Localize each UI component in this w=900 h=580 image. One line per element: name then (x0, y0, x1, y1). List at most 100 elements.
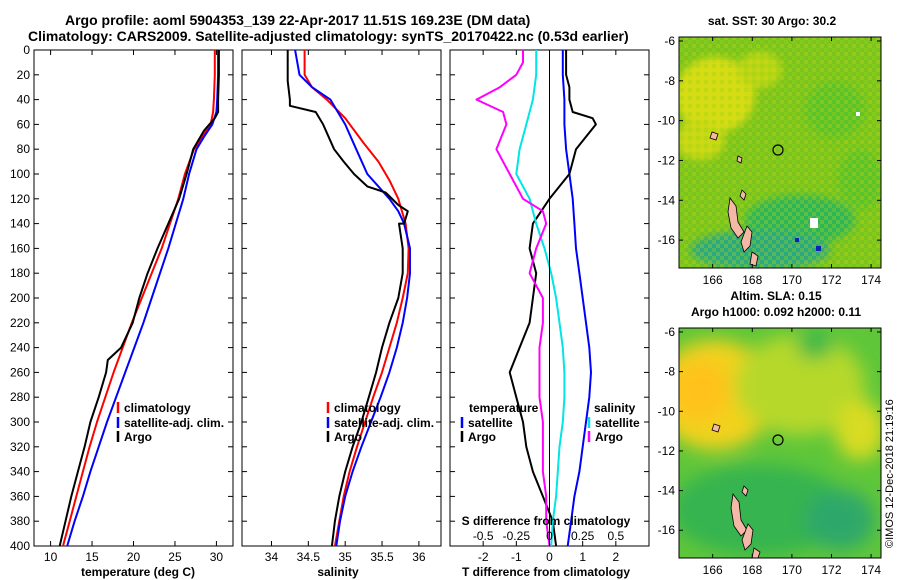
lon-tick-label: 168 (742, 273, 762, 287)
y-tick-label: 180 (10, 266, 30, 280)
lon-tick-label: 172 (821, 273, 841, 287)
sla-longitude-axis: 166 168 170 172 174 (703, 328, 881, 577)
x-tick-label: 25 (168, 550, 182, 564)
sla-heatmap (679, 328, 881, 558)
sst-map-title: sat. SST: 30 Argo: 30.2 (708, 14, 837, 28)
y-tick-label: 100 (10, 167, 30, 181)
legend-satellite: satellite-adj. clim. (334, 416, 434, 430)
y-tick-label: 380 (10, 514, 30, 528)
x-tick-label: 20 (127, 550, 141, 564)
lon-tick-label: 166 (703, 273, 723, 287)
legend-climatology: climatology (124, 401, 191, 415)
series-argo (58, 50, 220, 547)
legend-argo: Argo (124, 430, 152, 444)
y-tick-label: 340 (10, 465, 30, 479)
depth-axis: 0 20 40 60 80 100 120 140 160 180 200 220 240 260 280 3… (10, 43, 233, 553)
y-tick-label: 200 (10, 291, 30, 305)
series-climatology (303, 50, 410, 547)
y-tick-label: 220 (10, 316, 30, 330)
salinity-series (286, 49, 411, 547)
sla-map-title-line1: Altim. SLA: 0.15 (730, 289, 822, 303)
sst-map-frame (678, 36, 882, 269)
y-tick-label: 260 (10, 365, 30, 379)
x-tick-label: 10 (44, 550, 58, 564)
y-tick-label: 320 (10, 440, 30, 454)
series-salinity-argo (475, 50, 551, 547)
legend-climatology: climatology (334, 401, 401, 415)
difference-panel: -2 -1 0 1 2 -0.5 -0.25 0 0.25 0.5 S difference f… (449, 49, 650, 579)
lat-tick-label: -14 (658, 484, 676, 498)
lon-tick-label: 170 (782, 563, 802, 577)
y-tick-label: 20 (17, 68, 31, 82)
y-tick-label: 300 (10, 415, 30, 429)
y-tick-label: 140 (10, 217, 30, 231)
lon-tick-label: 172 (821, 563, 841, 577)
lon-tick-label: 166 (703, 563, 723, 577)
lon-tick-label: 168 (742, 563, 762, 577)
legend-salinity-title: salinity (594, 401, 636, 415)
y-tick-label: 360 (10, 489, 30, 503)
difference-legend: temperature satellite Argo salinity sate… (460, 401, 640, 444)
x-tick-label: 35.5 (370, 550, 394, 564)
legend-t-argo: Argo (468, 430, 496, 444)
y-tick-label: 40 (17, 93, 31, 107)
temperature-x-axis: 10 15 20 25 30 (44, 50, 223, 564)
sst-heatmap (679, 37, 881, 268)
salinity-legend: climatology satellite-adj. clim. Argo (326, 401, 434, 444)
salinity-x-axis: 34 34.5 35 35.5 36 (265, 50, 426, 564)
s-diff-tick-label: 0 (546, 529, 553, 543)
series-satellite-adj-clim- (294, 49, 411, 547)
temperature-xlabel: temperature (deg C) (81, 565, 195, 579)
temperature-axes-frame (33, 49, 234, 547)
sst-longitude-axis: 166 168 170 172 174 (703, 37, 881, 287)
x-tick-label: 1 (579, 550, 586, 564)
sst-latitude-axis: -6 -8 -10 -12 -14 -16 (658, 34, 881, 247)
legend-t-satellite: satellite (468, 416, 513, 430)
lat-tick-label: -8 (664, 74, 675, 88)
x-tick-label: 0 (546, 550, 553, 564)
x-tick-label: 35 (339, 550, 353, 564)
sst-map: sat. SST: 30 Argo: 30.2 (658, 14, 882, 287)
series-climatology (62, 50, 216, 547)
legend-s-argo: Argo (595, 430, 623, 444)
x-tick-label: -1 (511, 550, 522, 564)
difference-x-axis: -2 -1 0 1 2 (478, 50, 619, 564)
y-tick-label: 280 (10, 390, 30, 404)
sla-map: Altim. SLA: 0.15 Argo h1000: 0.092 h2000… (658, 289, 882, 577)
x-tick-label: 15 (85, 550, 99, 564)
s-diff-tick-label: -0.25 (503, 529, 531, 543)
sla-map-frame (678, 327, 882, 559)
lat-tick-label: -6 (664, 325, 675, 339)
series-temperature-satellite (561, 50, 592, 547)
lat-tick-label: -14 (658, 193, 676, 207)
salinity-axes-frame (241, 49, 442, 547)
y-tick-label: 120 (10, 192, 30, 206)
y-tick-label: 240 (10, 341, 30, 355)
s-difference-xlabel: S difference from climatology (462, 514, 631, 528)
series-salinity-satellite (515, 50, 566, 547)
temperature-series (58, 50, 220, 547)
lat-tick-label: -6 (664, 34, 675, 48)
x-tick-label: 2 (612, 550, 619, 564)
figure-title-line1: Argo profile: aoml 5904353_139 22-Apr-20… (65, 12, 530, 28)
temperature-panel: 0 20 40 60 80 100 120 140 160 180 200 220 240 260 280 3… (10, 43, 234, 579)
s-diff-tick-label: 0.5 (607, 529, 624, 543)
s-diff-tick-label: 0.25 (571, 529, 595, 543)
temperature-legend: climatology satellite-adj. clim. Argo (116, 401, 224, 444)
lat-tick-label: -10 (658, 114, 676, 128)
lat-tick-label: -16 (658, 523, 676, 537)
y-tick-label: 400 (10, 539, 30, 553)
difference-depth-ticks (450, 49, 649, 547)
lat-tick-label: -12 (658, 153, 676, 167)
lon-tick-label: 174 (861, 273, 881, 287)
argo-position-marker (772, 434, 784, 446)
series-temperature-argo (508, 50, 597, 547)
lat-tick-label: -16 (658, 233, 676, 247)
lat-tick-label: -12 (658, 444, 676, 458)
lon-tick-label: 170 (782, 273, 802, 287)
lat-tick-label: -8 (664, 365, 675, 379)
s-difference-axis: -0.5 -0.25 0 0.25 0.5 (473, 529, 625, 543)
legend-satellite: satellite-adj. clim. (124, 416, 224, 430)
difference-series (475, 50, 597, 547)
